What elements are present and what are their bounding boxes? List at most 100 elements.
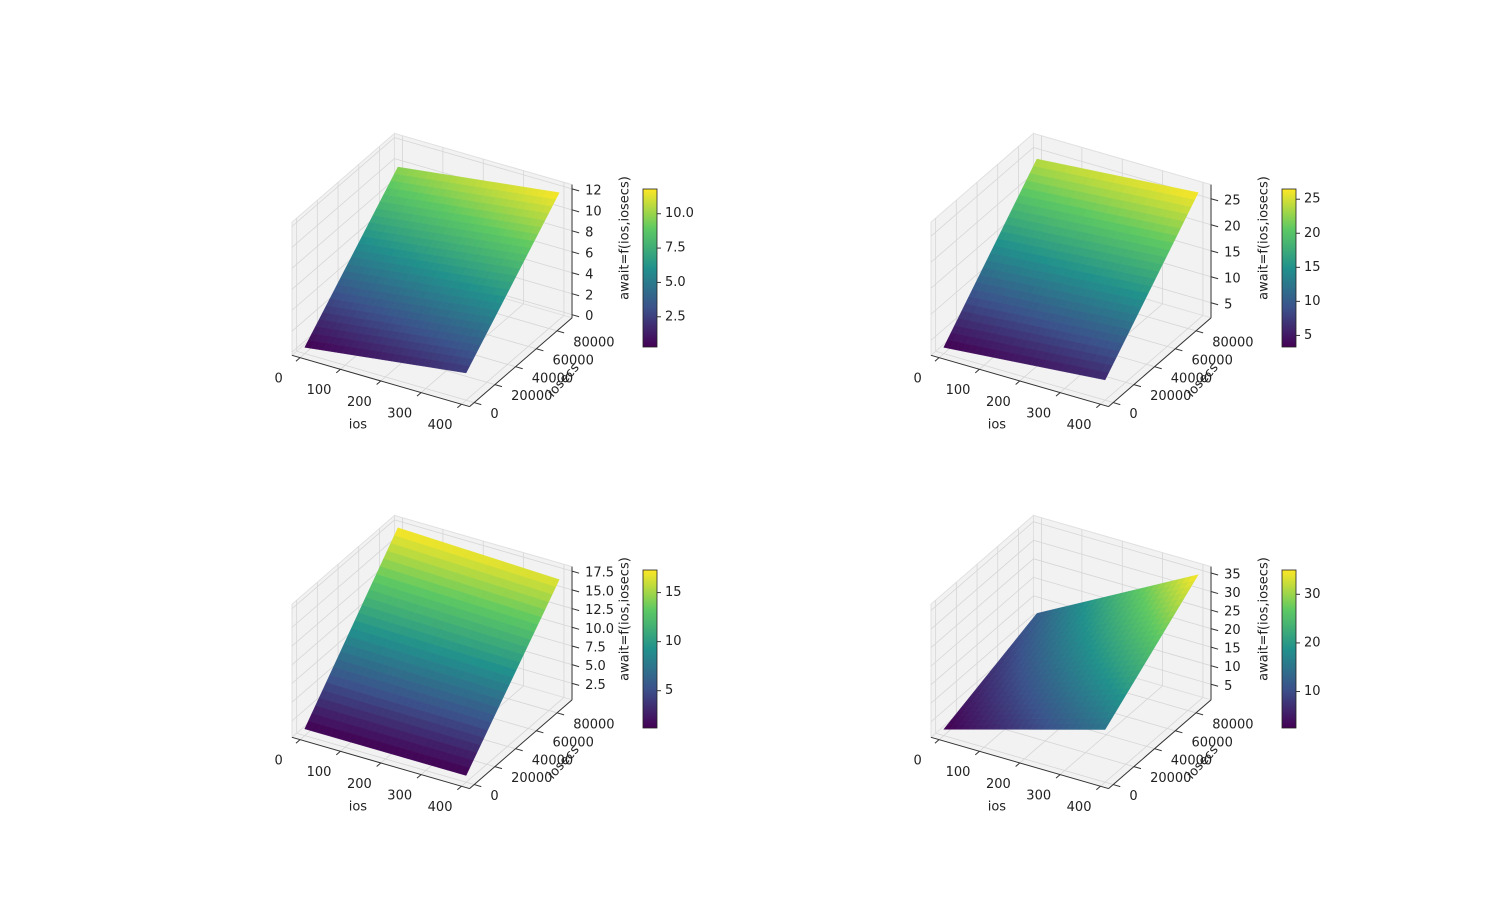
- grid-line: [930, 521, 1034, 611]
- tick-mark: [1210, 591, 1219, 595]
- x-tick-label: 0: [275, 371, 283, 386]
- y-tick-label: 40000: [532, 753, 573, 768]
- grid-line: [291, 137, 395, 227]
- y-tick-label: 0: [490, 407, 498, 422]
- tick-mark: [571, 272, 580, 276]
- grid-line: [291, 179, 395, 269]
- tick-mark: [1015, 380, 1021, 385]
- tick-mark: [335, 368, 341, 374]
- z-tick-label: 4: [585, 267, 593, 282]
- grid-line: [1033, 521, 1212, 574]
- x-tick-label: 100: [946, 383, 971, 398]
- grid-line: [935, 350, 1114, 403]
- tick-mark: [571, 682, 580, 686]
- colorbar-tick-label: 10: [1304, 684, 1321, 699]
- x-tick-label: 300: [1026, 788, 1051, 803]
- tick-mark: [376, 380, 382, 385]
- z-tick-label: 8: [585, 225, 593, 240]
- y-tick-label: 80000: [1212, 717, 1253, 732]
- x-tick-label: 300: [1026, 406, 1051, 421]
- colorbar-tick-label: 15: [1304, 260, 1321, 275]
- grid-line: [930, 539, 1034, 630]
- grid-line: [461, 315, 565, 405]
- surface-facet: [1098, 723, 1110, 730]
- axis-line: [1108, 317, 1212, 407]
- y-tick-label: 20000: [511, 389, 552, 404]
- colorbar-tick-label: 10: [665, 634, 682, 649]
- tick-mark: [416, 392, 422, 397]
- grid-line: [930, 173, 1034, 263]
- grid-line: [930, 558, 1034, 648]
- x-tick-label: 200: [347, 395, 372, 410]
- grid-line: [1059, 685, 1163, 775]
- y-tick-label: 40000: [1171, 371, 1212, 386]
- tick-mark: [1015, 762, 1021, 767]
- tick-mark: [1210, 302, 1219, 306]
- grid-line: [930, 147, 1034, 237]
- surface-facet: [1098, 371, 1109, 381]
- tick-mark: [1154, 366, 1162, 370]
- x-tick-label: 200: [347, 777, 372, 792]
- tick-mark: [571, 626, 580, 630]
- colorbar-tick-label: 20: [1304, 635, 1321, 650]
- colorbar-label: await=f(ios,iosecs): [1257, 557, 1272, 681]
- tick-mark: [1055, 392, 1061, 397]
- tick-mark: [934, 739, 940, 744]
- colorbar-tick-label: 2.5: [665, 309, 686, 324]
- tick-mark: [1210, 224, 1219, 228]
- tick-mark: [416, 774, 422, 779]
- y-tick-label: 0: [1129, 789, 1137, 804]
- x-tick-label: 400: [1067, 800, 1092, 815]
- tick-mark: [1210, 628, 1219, 632]
- tick-mark: [1113, 402, 1121, 406]
- tick-mark: [571, 293, 580, 297]
- x-tick-label: 0: [914, 753, 922, 768]
- x-tick-label: 300: [387, 406, 412, 421]
- tick-mark: [1195, 330, 1204, 334]
- colorbar-tick-label: 30: [1304, 587, 1321, 602]
- axes-3d: 0 100 200 300 400 0 20000 40000 60000 80000 2.5 5.0…: [275, 514, 682, 815]
- tick-mark: [1113, 784, 1121, 788]
- tick-mark: [571, 314, 580, 318]
- colorbar: [642, 188, 658, 348]
- y-tick-label: 20000: [511, 771, 552, 786]
- tick-mark: [1210, 609, 1219, 613]
- z-tick-label: 10.0: [585, 622, 614, 637]
- tick-mark: [494, 384, 503, 388]
- tick-mark: [934, 357, 940, 362]
- axis-line: [1108, 699, 1212, 789]
- y-tick-label: 80000: [1212, 335, 1253, 350]
- colorbar-tick-label: 10.0: [665, 206, 694, 221]
- tick-mark: [1210, 198, 1219, 202]
- y-tick-label: 80000: [573, 717, 614, 732]
- grid-line: [930, 595, 1034, 685]
- axes-3d: 0 100 200 300 400 0 20000 40000 60000 80000 0 2 4 6 8 1…: [275, 132, 694, 433]
- z-tick-label: 2: [585, 288, 593, 303]
- y-tick-label: 40000: [532, 371, 573, 386]
- y-tick-label: 20000: [1150, 771, 1191, 786]
- axis-line: [469, 699, 573, 789]
- axes-3d: 0 100 200 300 400 0 20000 40000 60000 80000 5 10 15 2…: [914, 514, 1321, 815]
- tick-mark: [515, 748, 523, 752]
- y-tick-label: 0: [490, 789, 498, 804]
- x-axis-label: ios: [349, 800, 368, 815]
- colorbar-tick-label: 25: [1304, 192, 1321, 207]
- tick-mark: [556, 330, 565, 334]
- tick-mark: [1154, 748, 1162, 752]
- tick-mark: [295, 357, 301, 362]
- x-tick-label: 400: [428, 418, 453, 433]
- grid-line: [291, 538, 395, 628]
- tick-mark: [474, 402, 482, 406]
- colorbar-tick-label: 15: [665, 585, 682, 600]
- tick-mark: [1210, 683, 1219, 687]
- tick-mark: [571, 664, 580, 668]
- axis-line: [930, 736, 1109, 790]
- z-tick-label: 25: [1224, 605, 1241, 620]
- z-tick-label: 12: [585, 183, 602, 198]
- grid-line: [935, 732, 1114, 785]
- colorbar-label: await=f(ios,iosecs): [618, 557, 633, 681]
- tick-mark: [474, 784, 482, 788]
- grid-line: [930, 577, 1034, 667]
- y-tick-label: 60000: [1191, 353, 1232, 368]
- tick-mark: [1175, 348, 1183, 352]
